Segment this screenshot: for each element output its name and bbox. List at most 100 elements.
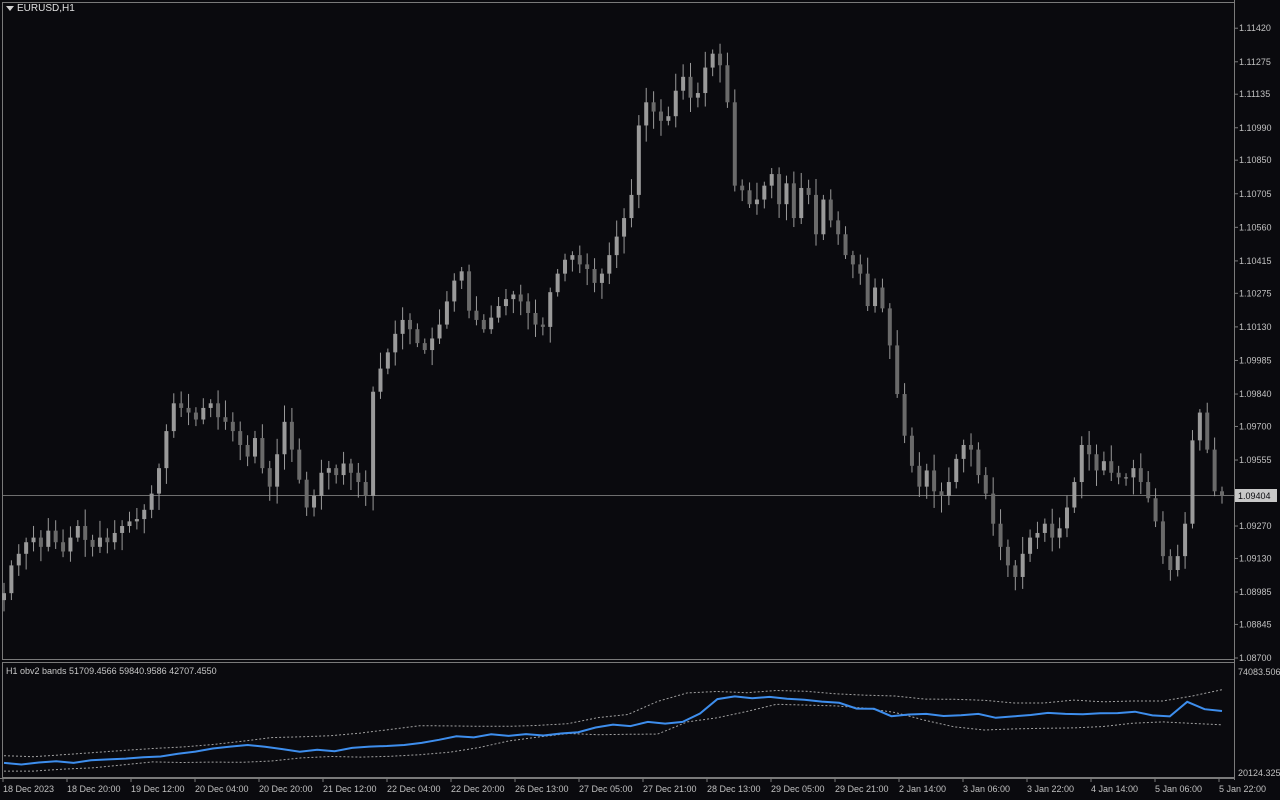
candle-body [902, 394, 907, 436]
candle-body [518, 294, 523, 302]
time-tick-label: 3 Jan 22:00 [1027, 784, 1074, 794]
price-tick-label: 1.10705 [1239, 189, 1272, 199]
price-tick-label: 1.09130 [1239, 553, 1272, 563]
candle-body [134, 519, 139, 522]
candle-body [179, 403, 184, 408]
obv-indicator-plot[interactable] [3, 689, 1223, 772]
candle-body [548, 292, 553, 327]
current-price-value: 1.09404 [1238, 491, 1271, 501]
candle-body [636, 125, 641, 195]
time-tick-label: 5 Jan 22:00 [1219, 784, 1266, 794]
time-tick-label: 18 Dec 20:00 [67, 784, 121, 794]
time-tick-label: 20 Dec 04:00 [195, 784, 249, 794]
candle-body [127, 521, 132, 527]
candle-body [400, 319, 405, 334]
candle-body [164, 431, 169, 469]
candle-body [836, 220, 841, 235]
candle-body [622, 218, 627, 237]
price-tick-label: 1.09270 [1239, 521, 1272, 531]
candle-body [1183, 523, 1188, 557]
candle-body [408, 319, 412, 330]
candle-body [97, 537, 102, 547]
time-tick-label: 22 Dec 04:00 [387, 784, 441, 794]
symbol-timeframe-label[interactable]: EURUSD,H1 [6, 3, 75, 14]
candle-body [666, 116, 671, 121]
candle-body [238, 431, 243, 445]
time-tick-label: 4 Jan 14:00 [1091, 784, 1138, 794]
candle-body [880, 287, 885, 309]
candle-body [1013, 565, 1018, 577]
candle-body [112, 532, 117, 543]
candle-body [46, 530, 51, 547]
price-tick-label: 1.08845 [1239, 619, 1272, 629]
candle-body [1160, 521, 1165, 557]
candle-body [83, 526, 88, 540]
candle-body [1168, 556, 1173, 571]
candle-body [496, 306, 501, 318]
candle-body [577, 255, 582, 265]
candle-body [850, 255, 855, 265]
candle-body [710, 53, 715, 68]
candle-body [887, 308, 892, 346]
candle-body [1094, 454, 1099, 471]
price-tick-label: 1.09985 [1239, 355, 1272, 365]
candle-body [459, 271, 464, 281]
candlestick-series[interactable] [2, 43, 1224, 612]
candle-body [732, 102, 737, 186]
time-tick-label: 27 Dec 05:00 [579, 784, 633, 794]
candle-body [9, 565, 14, 594]
candle-body [946, 482, 951, 496]
candle-body [341, 463, 346, 476]
candle-body [363, 482, 368, 496]
candle-body [1005, 546, 1010, 566]
candle-body [540, 324, 545, 327]
candle-body [53, 530, 58, 543]
candle-body [157, 468, 162, 494]
time-tick-label: 29 Dec 05:00 [771, 784, 825, 794]
candle-body [208, 403, 213, 408]
candle-body [68, 537, 73, 552]
candle-body [791, 183, 796, 219]
candle-body [1146, 482, 1151, 499]
candle-body [740, 185, 745, 191]
candle-body [201, 407, 206, 420]
time-tick-label: 27 Dec 21:00 [643, 784, 697, 794]
candle-body [954, 458, 959, 483]
candle-body [467, 271, 472, 311]
candle-body [2, 593, 6, 601]
candle-body [983, 475, 988, 494]
candle-body [762, 185, 767, 200]
candle-body [865, 273, 870, 307]
candle-body [703, 67, 708, 94]
candle-body [282, 421, 287, 455]
candle-body [555, 273, 560, 293]
time-tick-label: 3 Jan 06:00 [963, 784, 1010, 794]
candle-body [563, 259, 568, 274]
candle-body [186, 407, 191, 413]
candle-body [437, 324, 442, 339]
candle-body [511, 294, 516, 300]
candle-body [319, 472, 324, 496]
chevron-down-icon[interactable] [6, 6, 14, 11]
candle-body [688, 76, 693, 98]
candle-body [533, 313, 538, 325]
candle-body [1205, 412, 1210, 450]
candle-body [1153, 498, 1158, 522]
candle-body [1175, 556, 1180, 571]
price-axis: 1.11420 1.11275 1.11135 1.10990 1.10850 1.107… [1234, 23, 1272, 663]
candle-body [193, 412, 198, 420]
candle-body [297, 449, 302, 480]
candle-body [585, 264, 590, 270]
price-tick-label: 1.11135 [1239, 89, 1270, 99]
time-axis: 18 Dec 2023 18 Dec 20:00 19 Dec 12:00 20 De… [2, 778, 1266, 794]
candle-body [1101, 461, 1106, 471]
candle-body [961, 444, 966, 459]
candle-body [718, 53, 723, 66]
upper_band-line [3, 689, 1223, 758]
candle-body [658, 111, 663, 121]
price-tick-label: 1.10850 [1239, 155, 1272, 165]
candle-body [806, 187, 811, 195]
candle-body [895, 345, 900, 395]
candle-body [1072, 482, 1077, 508]
